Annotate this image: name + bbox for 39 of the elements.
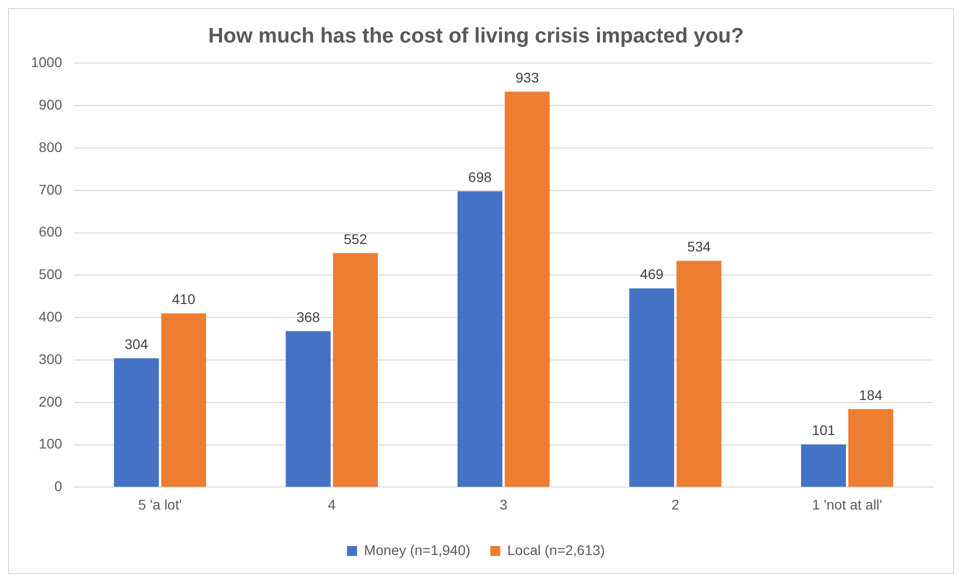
x-tick-label: 1 'not at all' — [812, 496, 882, 512]
y-tick-label: 1000 — [30, 54, 62, 70]
data-label: 469 — [640, 266, 664, 282]
y-tick-label: 300 — [38, 350, 62, 367]
bar — [504, 92, 550, 487]
bar — [629, 288, 674, 487]
data-label: 534 — [687, 238, 711, 255]
bar — [114, 358, 159, 487]
data-label: 410 — [172, 291, 196, 308]
bar — [848, 409, 894, 487]
bar — [161, 313, 206, 487]
bar — [286, 331, 331, 487]
data-label: 552 — [344, 231, 368, 248]
bar — [801, 444, 846, 487]
data-label: 933 — [516, 69, 540, 86]
data-label: 304 — [124, 336, 148, 352]
y-tick-label: 400 — [38, 308, 62, 324]
x-tick-label: 3 — [500, 496, 508, 512]
y-tick-label: 600 — [38, 224, 62, 240]
bar — [458, 191, 502, 487]
x-tick-label: 5 'a lot' — [138, 496, 182, 512]
y-tick-label: 900 — [38, 96, 62, 112]
bar — [676, 260, 722, 487]
x-tick-label: 4 — [328, 496, 336, 512]
data-label: 101 — [812, 422, 836, 438]
y-tick-label: 700 — [38, 181, 62, 198]
y-tick-label: 0 — [54, 478, 62, 494]
data-label: 184 — [859, 387, 883, 404]
y-tick-label: 500 — [38, 266, 62, 282]
legend-label: Money (n=1,940) — [364, 542, 470, 558]
x-tick-label: 2 — [671, 496, 680, 512]
y-tick-label: 800 — [38, 138, 62, 155]
legend-label: Local (n=2,613) — [507, 542, 605, 558]
chart-title: How much has the cost of living crisis impacted you? — [208, 24, 744, 48]
y-tick-label: 200 — [38, 393, 62, 410]
y-tick-label: 100 — [38, 436, 62, 452]
bar — [332, 253, 378, 487]
data-label: 368 — [296, 309, 320, 326]
data-label: 698 — [468, 169, 492, 186]
